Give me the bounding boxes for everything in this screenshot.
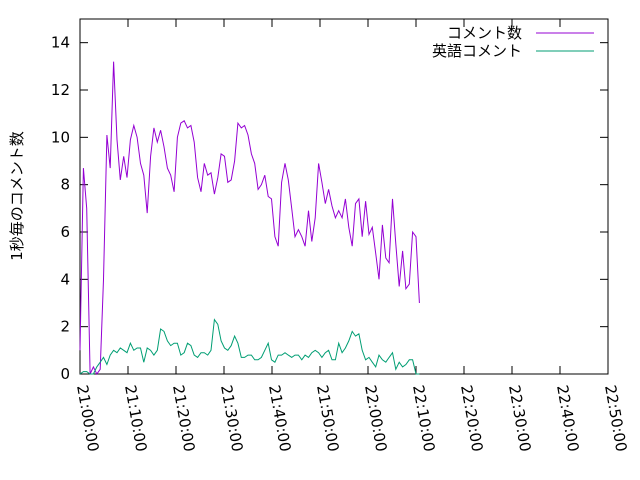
x-tick-label: 22:00:00	[361, 384, 390, 453]
x-tick-label: 22:50:00	[601, 384, 630, 453]
x-tick-label: 21:40:00	[265, 384, 294, 453]
series-line-2	[79, 318, 420, 375]
y-tick-label: 12	[51, 81, 70, 99]
x-tick-label: 21:10:00	[121, 384, 150, 453]
y-tick-label: 6	[60, 223, 70, 241]
y-axis: 0 2 4 6 8 10 12 14	[51, 34, 608, 383]
x-tick-label: 22:20:00	[457, 384, 486, 453]
x-tick-label: 21:00:00	[73, 384, 102, 453]
plot-frame	[79, 18, 609, 375]
y-tick-label: 8	[60, 176, 70, 194]
x-axis: 21:00:00 21:10:00 21:20:00 21:30:00 21:40:00…	[73, 19, 630, 453]
x-tick-label: 22:40:00	[553, 384, 582, 453]
x-tick-label: 21:50:00	[313, 384, 342, 453]
legend-label-1: コメント数	[447, 24, 522, 42]
series-line-1	[79, 61, 420, 375]
y-axis-title: 1秒毎のコメント数	[8, 131, 26, 261]
y-tick-label: 2	[60, 318, 70, 336]
y-tick-label: 4	[60, 270, 70, 288]
x-tick-label: 21:30:00	[217, 384, 246, 453]
legend-label-2: 英語コメント	[432, 42, 522, 60]
y-tick-label: 14	[51, 34, 70, 52]
y-tick-label: 10	[51, 128, 70, 146]
x-tick-label: 21:20:00	[169, 384, 198, 453]
x-tick-label: 22:30:00	[505, 384, 534, 453]
x-tick-label: 22:10:00	[409, 384, 438, 453]
series-group	[79, 61, 420, 375]
y-tick-label: 0	[60, 365, 70, 383]
